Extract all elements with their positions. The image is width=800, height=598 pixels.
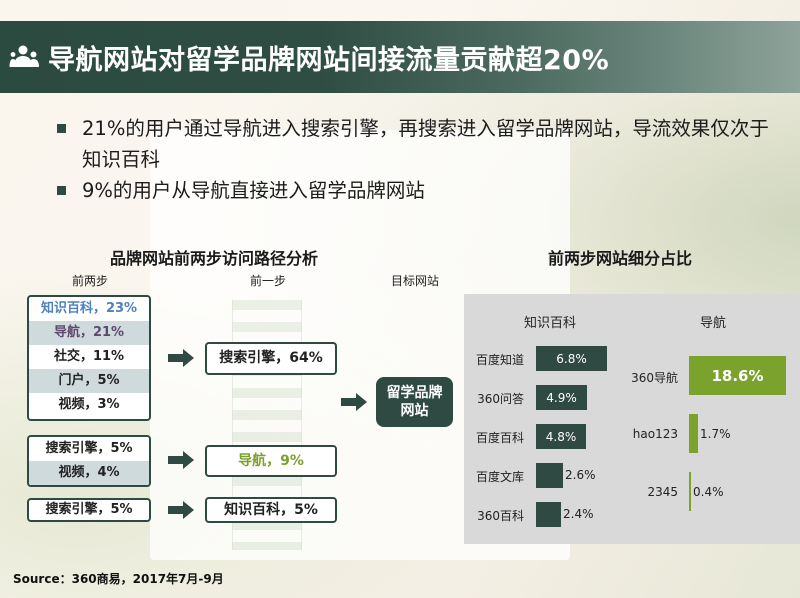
column-label-target: 目标网站 — [390, 274, 439, 288]
target-label-line2: 网站 — [400, 403, 429, 419]
title-bar: 导航网站对留学品牌网站间接流量贡献超20% — [0, 21, 800, 93]
bar-value: 1.7% — [700, 427, 731, 441]
step-box-navigation: 导航，9% — [205, 445, 337, 477]
bullet-square-icon — [57, 186, 66, 195]
bar-value: 6.8% — [556, 351, 587, 366]
bar-label: 百度文库 — [475, 470, 524, 484]
bullet-text: 9%的用户从导航直接进入留学品牌网站 — [82, 179, 425, 202]
source-item: 门户，5% — [29, 369, 149, 393]
breakdown-panel: 知识百科 导航 百度知道 6.8% 360问答 4.9% 百度百科 4.8% 百… — [464, 294, 800, 544]
bar-label: 百度知道 — [475, 353, 524, 367]
source-box-group2: 搜索引擎，5% 视频，4% — [27, 435, 151, 487]
bar-value: 0.4% — [693, 485, 724, 499]
panel-head-navigation: 导航 — [700, 316, 727, 331]
source-note: Source：360商易，2017年7月-9月 — [13, 572, 224, 586]
source-item: 视频，4% — [29, 461, 149, 485]
step-box-search: 搜索引擎，64% — [205, 342, 337, 375]
breakdown-title: 前两步网站细分占比 — [548, 249, 693, 268]
source-item: 知识百科，23% — [40, 301, 138, 316]
arrow-right-icon — [341, 393, 367, 411]
step-box-encyclopedia: 知识百科，5% — [205, 497, 337, 523]
flow-title: 品牌网站前两步访问路径分析 — [110, 249, 319, 268]
arrow-right-icon — [168, 501, 194, 519]
bar-label: 360导航 — [631, 371, 678, 385]
bar: 18.6% — [689, 356, 786, 395]
source-item: 搜索引擎，5% — [45, 502, 133, 517]
users-icon — [9, 45, 39, 67]
source-item: 社交，11% — [53, 349, 125, 364]
target-website-box: 留学品牌 网站 — [376, 377, 453, 427]
bullet-item: 21%的用户通过导航进入搜索引擎，再搜索进入留学品牌网站，导流效果仅次于知识百科 — [57, 113, 777, 175]
arrow-right-icon — [168, 349, 194, 367]
bar — [689, 414, 698, 453]
bar: 6.8% — [536, 346, 607, 371]
bar-value: 4.8% — [545, 429, 577, 444]
bar — [536, 502, 561, 527]
bar: 4.8% — [536, 424, 586, 449]
bar-label: 360问答 — [477, 392, 524, 406]
bar-label: hao123 — [632, 427, 678, 441]
bar-label: 2345 — [647, 485, 678, 499]
column-label-one-step: 前一步 — [249, 274, 286, 288]
bar: 4.9% — [536, 385, 587, 410]
bar-value: 18.6% — [711, 366, 764, 385]
page-title: 导航网站对留学品牌网站间接流量贡献超20% — [48, 44, 610, 76]
source-item: 搜索引擎，5% — [45, 441, 133, 456]
source-item: 视频，3% — [58, 397, 120, 412]
bar-label: 360百科 — [477, 509, 524, 523]
step-item: 搜索引擎，64% — [219, 350, 323, 366]
bullet-square-icon — [57, 124, 66, 133]
bar — [689, 472, 691, 511]
bar — [536, 463, 563, 488]
bullet-item: 9%的用户从导航直接进入留学品牌网站 — [57, 175, 777, 206]
arrow-right-icon — [168, 451, 194, 469]
source-box-group1: 知识百科，23% 导航，21% 社交，11% 门户，5% 视频，3% — [27, 295, 151, 421]
source-item: 导航，21% — [29, 321, 149, 345]
step-item: 导航，9% — [238, 453, 304, 469]
target-label-line1: 留学品牌 — [386, 385, 443, 401]
bar-value: 2.4% — [563, 507, 594, 521]
source-box-group3: 搜索引擎，5% — [27, 498, 151, 522]
bar-label: 百度百科 — [475, 431, 524, 445]
bullet-list: 21%的用户通过导航进入搜索引擎，再搜索进入留学品牌网站，导流效果仅次于知识百科… — [57, 113, 777, 206]
bullet-text: 21%的用户通过导航进入搜索引擎，再搜索进入留学品牌网站，导流效果仅次于知识百科 — [82, 117, 769, 171]
panel-head-encyclopedia: 知识百科 — [524, 316, 577, 331]
bar-value: 2.6% — [565, 468, 596, 482]
column-label-two-steps: 前两步 — [71, 274, 108, 288]
step-item: 知识百科，5% — [224, 502, 318, 518]
bar-value: 4.9% — [546, 390, 577, 405]
